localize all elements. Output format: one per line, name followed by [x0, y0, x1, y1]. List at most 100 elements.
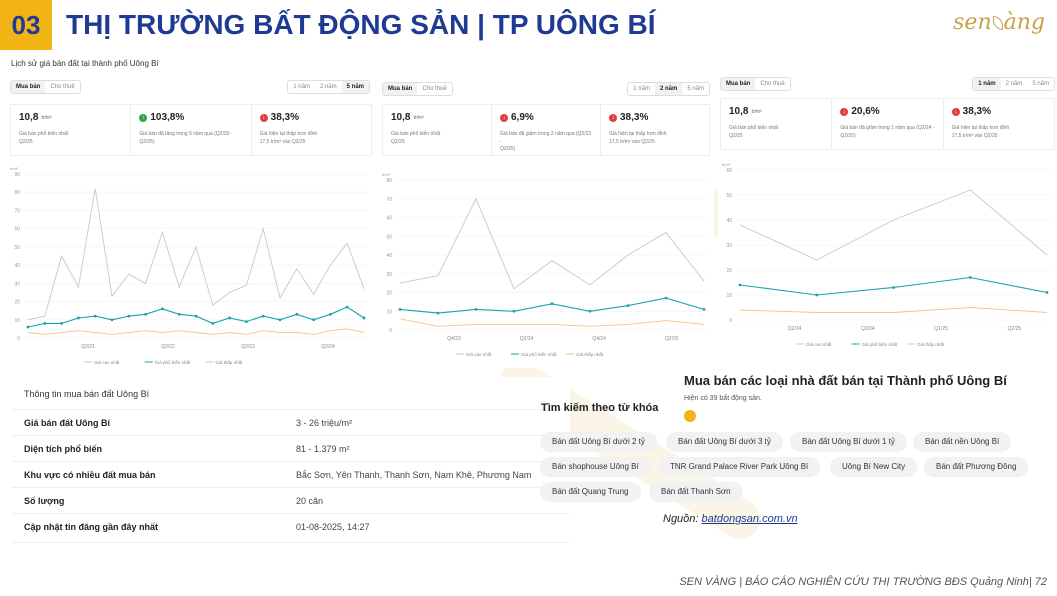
- source-link[interactable]: batdongsan.com.vn: [701, 513, 798, 525]
- y-unit-label: tr/m²: [722, 162, 731, 167]
- keyword-chip[interactable]: Bán đất Uông Bí dưới 3 tỷ: [666, 432, 783, 452]
- keyword-chip[interactable]: Bán đất nền Uông Bí: [913, 432, 1012, 452]
- series-line: [739, 307, 1048, 313]
- info-row: Khu vực có nhiều đất mua bán Bắc Sơn, Yên…: [12, 461, 570, 487]
- page-title: THỊ TRƯỜNG BẤT ĐỘNG SẢN | TP UÔNG BÍ: [66, 9, 656, 40]
- y-tick-label: 60: [14, 227, 20, 233]
- legend-label: Giá thấp nhất: [215, 360, 243, 365]
- data-point: [60, 322, 63, 325]
- y-tick-label: 50: [14, 245, 20, 251]
- listing-type-tabs: Mua bán Cho thuê: [382, 82, 453, 96]
- x-tick-label: Q2/25: [665, 336, 679, 342]
- y-tick-label: 50: [386, 234, 392, 240]
- stat-popular-price: 10,8 tr/m² Giá bán phổ biến nhất Q2/25: [383, 105, 492, 155]
- range-5y[interactable]: 5 năm: [341, 81, 369, 93]
- avatar: [684, 410, 696, 422]
- data-point: [93, 314, 97, 318]
- range-tabs: 1 năm 2 năm 5 năm: [627, 82, 710, 96]
- stat-change: ↓ 6,9% Giá bán đã giảm trong 2 năm qua (Q2…: [492, 105, 601, 155]
- range-2y[interactable]: 2 năm: [654, 83, 683, 95]
- keyword-chip[interactable]: Bán đất Uông Bí dưới 1 tỷ: [790, 432, 907, 452]
- series-line: [27, 188, 365, 321]
- y-tick-label: 60: [726, 168, 732, 174]
- keyword-chip[interactable]: Bán đất Quang Trung: [540, 482, 641, 502]
- keyword-chip[interactable]: Bán đất Thanh Sơn: [649, 482, 743, 502]
- y-tick-label: 20: [726, 268, 732, 274]
- keyword-chip[interactable]: Bán đất Phương Đông: [924, 457, 1029, 477]
- range-1y[interactable]: 1 năm: [633, 86, 650, 92]
- tab-mua-ban[interactable]: Mua bán: [11, 81, 46, 93]
- info-row: Số lượng 20 căn: [12, 487, 570, 513]
- data-point: [550, 302, 554, 306]
- info-row: Cập nhật tin đăng gần đây nhất 01-08-2025…: [12, 513, 570, 539]
- data-point: [362, 316, 366, 320]
- y-tick-label: 10: [14, 318, 20, 324]
- listing-type-tabs: Mua bán Cho thuê: [720, 77, 791, 91]
- range-5y[interactable]: 5 năm: [1032, 81, 1049, 87]
- y-tick-label: 10: [386, 309, 392, 315]
- y-tick-label: 90: [14, 172, 20, 178]
- data-point: [144, 312, 148, 316]
- data-point: [738, 283, 742, 287]
- data-point: [228, 316, 232, 320]
- range-2y[interactable]: 2 năm: [1005, 81, 1023, 87]
- stat-peak-gap: ↓ 38,3% Giá hiện tại thấp hơn đỉnh 17,5 tr/…: [951, 106, 1010, 139]
- x-tick-label: Q2/23: [241, 344, 255, 350]
- keyword-chip[interactable]: Bán shophouse Uông Bí: [540, 457, 651, 477]
- y-tick-label: 20: [386, 291, 392, 297]
- data-point: [295, 312, 299, 316]
- y-tick-label: 10: [726, 293, 732, 299]
- price-history-panel-1y: Mua bán Cho thuê 1 năm 2 năm 5 năm 10,8 t…: [718, 72, 1057, 358]
- range-1y[interactable]: 1 năm: [973, 78, 1001, 90]
- legend-label: Giá thấp nhất: [917, 342, 945, 347]
- x-tick-label: Q2/24: [788, 326, 802, 332]
- range-tabs: 1 năm 2 năm 5 năm: [972, 77, 1055, 91]
- arrow-up-icon: ↑: [139, 113, 148, 122]
- range-5y[interactable]: 5 năm: [687, 86, 704, 92]
- price-history-panel-5y: Lịch sử giá bán đất tại thành phố Uông B…: [6, 54, 374, 380]
- info-heading: Thông tin mua bán đất Uông Bí: [24, 389, 150, 399]
- tab-cho-thue[interactable]: Cho thuê: [422, 86, 447, 92]
- stat-popular-price: 10,8 tr/m² Giá bán phổ biến nhất Q2/25: [11, 105, 132, 155]
- data-point: [77, 316, 80, 320]
- range-2y[interactable]: 2 năm: [319, 84, 337, 90]
- listing-type-tabs: Mua bán Cho thuê: [10, 80, 81, 94]
- tab-cho-thue[interactable]: Cho thuê: [50, 84, 75, 90]
- data-point: [1045, 291, 1049, 294]
- x-tick-label: Q2/22: [161, 344, 175, 350]
- keyword-search: Tìm kiếm theo từ khóa Bán đất Uông Bí dư…: [530, 390, 1030, 510]
- legend-label: Giá cao nhất: [806, 342, 832, 347]
- info-row: Giá bán đất Uông Bí 3 - 26 triệu/m²: [12, 409, 570, 435]
- data-point: [26, 325, 30, 329]
- y-tick-label: 80: [386, 178, 392, 184]
- data-point: [110, 318, 114, 322]
- range-1y[interactable]: 1 năm: [293, 84, 310, 90]
- data-point: [345, 305, 349, 309]
- series-line: [739, 189, 1048, 261]
- keyword-chip[interactable]: Bán đất Uông Bí dưới 2 tỷ: [540, 432, 657, 452]
- keyword-chip[interactable]: TNR Grand Palace River Park Uông Bí: [658, 457, 821, 477]
- range-tabs: 1 năm 2 năm 5 năm: [287, 80, 370, 94]
- keyword-chip[interactable]: Uông Bí New City: [830, 457, 918, 477]
- tab-mua-ban[interactable]: Mua bán: [383, 83, 418, 95]
- y-tick-label: 80: [14, 190, 20, 196]
- x-tick-label: Q1/25: [934, 326, 948, 332]
- slide-number: 03: [0, 0, 52, 50]
- data-point: [702, 307, 706, 311]
- x-tick-label: Q3/24: [861, 326, 875, 332]
- price-history-panel-2y: Mua bán Cho thuê 1 năm 2 năm 5 năm 10,8 t…: [378, 76, 714, 368]
- data-point: [398, 307, 402, 311]
- data-point: [177, 312, 181, 316]
- data-point: [329, 312, 332, 316]
- data-point: [245, 320, 248, 323]
- y-tick-label: 30: [726, 243, 732, 249]
- y-tick-label: 50: [726, 193, 732, 199]
- data-point: [968, 276, 972, 279]
- tab-cho-thue[interactable]: Cho thuê: [760, 81, 785, 87]
- stats-row: 10,8 tr/m² Giá bán phổ biến nhất Q2/25 ↓ 6,9…: [382, 104, 710, 156]
- info-row: Diện tích phổ biến 81 - 1.379 m²: [12, 435, 570, 461]
- arrow-down-icon: ↓: [259, 113, 268, 122]
- legend-label: Giá phổ biến nhất: [862, 341, 898, 347]
- tab-mua-ban[interactable]: Mua bán: [721, 78, 756, 90]
- y-tick-label: 0: [17, 336, 20, 342]
